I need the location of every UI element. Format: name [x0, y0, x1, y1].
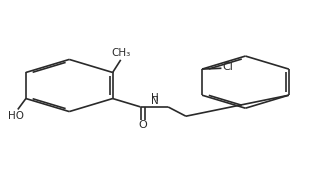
Text: N: N [151, 96, 158, 106]
Text: Cl: Cl [222, 62, 233, 72]
Text: CH₃: CH₃ [111, 48, 130, 58]
Text: HO: HO [8, 111, 24, 121]
Text: O: O [138, 120, 147, 130]
Text: H: H [151, 93, 158, 103]
